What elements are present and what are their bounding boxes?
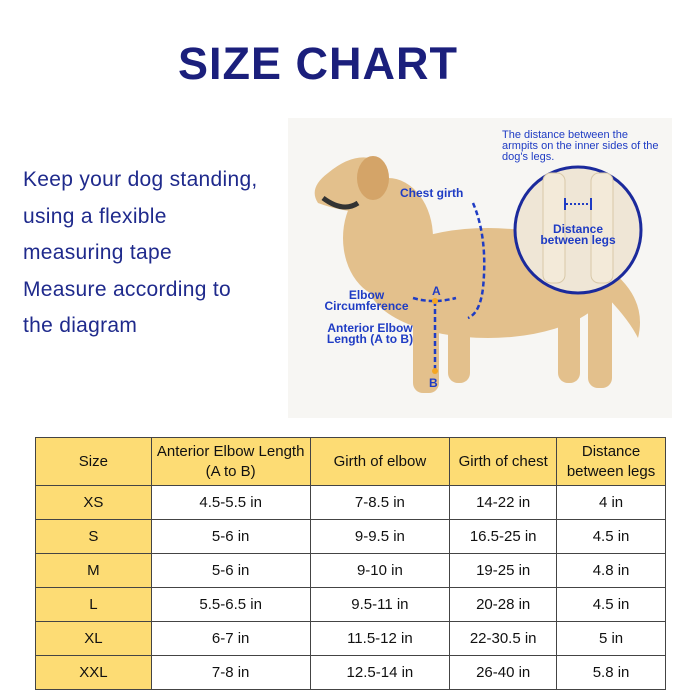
header-distance-between-legs: Distance between legs — [556, 437, 666, 486]
size-cell: L — [35, 587, 152, 622]
size-cell: XS — [35, 485, 152, 520]
point-a-label: A — [432, 284, 441, 298]
table-header-row: Size Anterior Elbow Length (A to B) Girt… — [35, 437, 666, 486]
measurement-cell: 5.8 in — [556, 655, 666, 690]
size-cell: M — [35, 553, 152, 588]
header-anterior-elbow-length: Anterior Elbow Length (A to B) — [150, 437, 311, 486]
header-girth-of-elbow: Girth of elbow — [309, 437, 451, 486]
size-cell: XL — [35, 621, 152, 656]
measurement-cell: 4.5 in — [556, 587, 666, 622]
dog-illustration — [314, 156, 643, 393]
header-size: Size — [35, 437, 152, 486]
table-row: M 5-6 in 9-10 in 19-25 in 4.8 in — [35, 553, 666, 588]
table-row: XS 4.5-5.5 in 7-8.5 in 14-22 in 4 in — [35, 485, 666, 520]
measurement-cell: 9-10 in — [309, 553, 451, 588]
measurement-cell: 26-40 in — [449, 655, 558, 690]
measurement-cell: 11.5-12 in — [309, 621, 451, 656]
measurement-cell: 12.5-14 in — [309, 655, 451, 690]
measuring-instructions: Keep your dog standing, using a flexible… — [23, 166, 258, 349]
measurement-cell: 14-22 in — [449, 485, 558, 520]
distance-note: The distance between the armpits on the … — [502, 129, 659, 163]
table-row: XXL 7-8 in 12.5-14 in 26-40 in 5.8 in — [35, 655, 666, 690]
measurement-cell: 5 in — [556, 621, 666, 656]
measurement-cell: 5.5-6.5 in — [150, 587, 311, 622]
measurement-cell: 22-30.5 in — [449, 621, 558, 656]
header-girth-of-chest: Girth of chest — [449, 437, 558, 486]
measurement-cell: 6-7 in — [150, 621, 311, 656]
measurement-cell: 16.5-25 in — [449, 519, 558, 554]
page-title: SIZE CHART — [178, 38, 458, 89]
instruction-line: Measure according to — [23, 277, 231, 301]
instruction-line: the diagram — [23, 314, 138, 337]
measurement-cell: 7-8 in — [150, 655, 311, 690]
measurement-cell: 4 in — [556, 485, 666, 520]
measurement-cell: 4.5-5.5 in — [150, 485, 311, 520]
measurement-cell: 7-8.5 in — [309, 485, 451, 520]
size-cell: S — [35, 519, 152, 554]
measurement-cell: 9-9.5 in — [309, 519, 451, 554]
instruction-line: Keep your dog standing, — [23, 168, 258, 191]
table-row: S 5-6 in 9-9.5 in 16.5-25 in 4.5 in — [35, 519, 666, 554]
measurement-cell: 5-6 in — [150, 553, 311, 588]
measurement-cell: 20-28 in — [449, 587, 558, 622]
size-table: Size Anterior Elbow Length (A to B) Girt… — [35, 437, 666, 690]
size-cell: XXL — [35, 655, 152, 690]
anterior-elbow-length-label: Anterior Elbow Length (A to B) — [326, 321, 414, 346]
table-row: XL 6-7 in 11.5-12 in 22-30.5 in 5 in — [35, 621, 666, 656]
point-b-label: B — [429, 376, 438, 390]
dog-measurement-diagram: The distance between the armpits on the … — [288, 118, 672, 418]
measurement-cell: 4.5 in — [556, 519, 666, 554]
measurement-cell: 19-25 in — [449, 553, 558, 588]
measurement-cell: 9.5-11 in — [309, 587, 451, 622]
measurement-cell: 5-6 in — [150, 519, 311, 554]
table-row: L 5.5-6.5 in 9.5-11 in 20-28 in 4.5 in — [35, 587, 666, 622]
chest-girth-label: Chest girth — [400, 186, 464, 200]
instruction-line: using a flexible — [23, 204, 167, 228]
elbow-circumference-label: Elbow Circumference — [324, 288, 409, 313]
measurement-cell: 4.8 in — [556, 553, 666, 588]
instruction-line: measuring tape — [23, 241, 172, 264]
distance-between-legs-label: Distance between legs — [540, 222, 616, 247]
